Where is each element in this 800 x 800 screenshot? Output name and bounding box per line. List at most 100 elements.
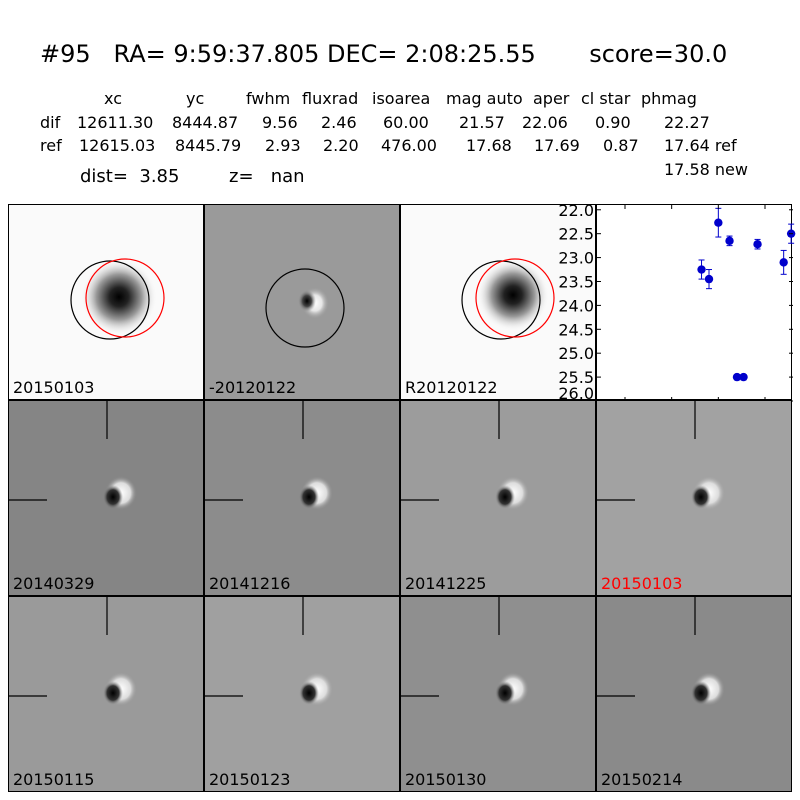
dipole-dark (299, 485, 319, 509)
y-tick-label: 24.5 (558, 320, 594, 339)
cell: 21.57 (459, 113, 505, 132)
page-title: #95 RA= 9:59:37.805 DEC= 2:08:25.55 scor… (40, 40, 728, 68)
cell: 60.00 (383, 113, 429, 132)
stamp-image (401, 597, 595, 791)
col-mag-auto: mag auto (446, 89, 523, 108)
image-grid: 20150103 -20120122 (8, 201, 796, 792)
phmag-new: 17.58 new (664, 160, 748, 179)
panel-stamp: 20150214 (596, 596, 792, 792)
col-fluxrad: fluxrad (302, 89, 359, 108)
stamp-image (597, 597, 791, 791)
panel-stamp: 20141225 (400, 400, 596, 596)
cell: 22.27 (664, 113, 710, 132)
col-phmag: phmag (641, 89, 697, 108)
cell: 2.46 (321, 113, 357, 132)
panel-label: 20150103 (13, 378, 95, 397)
dipole-dark (691, 485, 711, 509)
panel-ref-image: R20120122 (400, 204, 596, 400)
star-blob (81, 259, 157, 335)
dipole-dark (495, 485, 515, 509)
ref-image (401, 205, 595, 399)
col-isoarea: isoarea (372, 89, 431, 108)
y-tick-label: 22.5 (558, 225, 594, 244)
table-header: xc yc fwhm fluxrad isoarea mag auto aper… (0, 89, 800, 109)
col-yc: yc (186, 89, 205, 108)
dipole-dark (103, 681, 123, 705)
cell: 2.20 (323, 136, 359, 155)
stamp-image (205, 401, 399, 595)
cell: 12615.03 (79, 136, 156, 155)
y-tick-label: 23.0 (558, 249, 594, 268)
aperture-circle (265, 268, 345, 348)
aperture-circle (70, 260, 150, 340)
cell: 12611.30 (77, 113, 154, 132)
lightcurve-chart: 22.022.523.023.524.024.525.025.526.0−100… (558, 201, 796, 422)
panel-stamp: 20140329 (8, 400, 204, 596)
data-point (697, 265, 706, 274)
panel-label: 20140329 (13, 574, 95, 593)
panel-label: R20120122 (405, 378, 498, 397)
dipole-dark (691, 681, 711, 705)
col-fwhm: fwhm (246, 89, 291, 108)
data-point (732, 372, 742, 382)
panel-stamp-current: 20150103 (596, 400, 792, 596)
cell: 8445.79 (175, 136, 242, 155)
cell: 9.56 (262, 113, 298, 132)
y-tick-label: 22.0 (558, 201, 594, 220)
panel-label: 20150123 (209, 770, 291, 789)
cell: 17.68 (466, 136, 512, 155)
table-row-ref: ref 12615.03 8445.79 2.93 2.20 476.00 17… (0, 136, 800, 156)
panel-stamp: 20141216 (204, 400, 400, 596)
panel-label: -20120122 (209, 378, 297, 397)
stamp-image (9, 401, 203, 595)
data-point (704, 274, 714, 284)
panel-lightcurve: 22.022.523.023.524.024.525.025.526.0−100… (558, 201, 796, 422)
panel-label: 20150130 (405, 770, 487, 789)
cell: 17.69 (534, 136, 580, 155)
cell: 0.90 (595, 113, 631, 132)
panel-new-image: 20150103 (8, 204, 204, 400)
star-blob (477, 259, 549, 331)
stamp-image (205, 597, 399, 791)
cell: 2.93 (265, 136, 301, 155)
col-xc: xc (104, 89, 122, 108)
stamp-image (9, 597, 203, 791)
table-row-dif: dif 12611.30 8444.87 9.56 2.46 60.00 21.… (0, 113, 800, 133)
data-point (714, 218, 723, 227)
y-tick-label: 24.0 (558, 296, 594, 315)
panel-label-current: 20150103 (601, 574, 683, 593)
dipole-dark (103, 485, 123, 509)
data-point (739, 372, 748, 382)
panel-stamp: 20150123 (204, 596, 400, 792)
cell: 17.64 ref (664, 136, 737, 155)
dipole-dark (299, 681, 319, 705)
cell: 0.87 (603, 136, 639, 155)
cell: 22.06 (522, 113, 568, 132)
data-point (753, 240, 762, 249)
aperture-circle-red (475, 258, 555, 338)
row-label: dif (40, 113, 61, 132)
cell: 476.00 (381, 136, 437, 155)
dipole-dark (495, 681, 515, 705)
col-cl-star: cl star (581, 89, 631, 108)
stamp-image (597, 401, 791, 595)
stamp-image (401, 401, 595, 595)
cell: 8444.87 (172, 113, 239, 132)
panel-stamp: 20150115 (8, 596, 204, 792)
dist-value: dist= 3.85 (80, 166, 180, 187)
data-point (779, 258, 788, 267)
z-value: z= nan (229, 166, 305, 187)
panel-label: 20150115 (13, 770, 95, 789)
y-tick-label: 26.0 (558, 384, 594, 403)
aperture-circle-red (85, 258, 165, 338)
row-label: ref (40, 136, 62, 155)
y-tick-label: 25.5 (558, 368, 594, 387)
y-tick-label: 25.0 (558, 344, 594, 363)
panel-stamp: 20150130 (400, 596, 596, 792)
col-aper: aper (533, 89, 570, 108)
panel-label: 20141216 (209, 574, 291, 593)
diff-image (205, 205, 399, 399)
panel-diff-image: -20120122 (204, 204, 400, 400)
y-tick-label: 23.5 (558, 272, 594, 291)
panel-label: 20141225 (405, 574, 487, 593)
